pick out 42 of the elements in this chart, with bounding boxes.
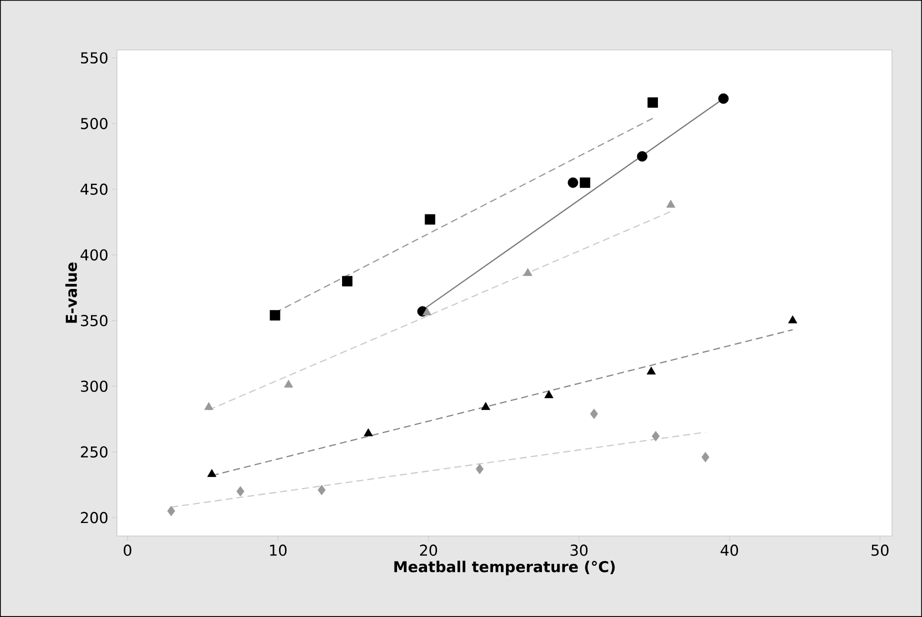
x-tick-label: 20: [420, 544, 438, 556]
y-tick-label: 250: [80, 446, 108, 458]
point: [481, 402, 490, 410]
point: [424, 214, 436, 225]
y-tick-label: 200: [80, 512, 108, 524]
point: [590, 408, 598, 420]
point: [701, 452, 710, 462]
y-tick-label: 500: [81, 118, 108, 130]
point: [636, 151, 648, 162]
x-tick-label: 0: [124, 544, 132, 556]
point: [284, 380, 294, 388]
point: [652, 430, 660, 442]
x-tick-label: 40: [720, 544, 738, 556]
point: [270, 310, 280, 321]
point: [167, 506, 176, 516]
point: [788, 315, 798, 324]
x-tick-label: 30: [570, 544, 588, 556]
point: [207, 469, 216, 477]
point: [523, 268, 532, 276]
y-tick-label: 400: [80, 249, 108, 261]
point: [666, 200, 676, 208]
y-tick-label: 300: [80, 380, 108, 392]
point: [476, 464, 484, 474]
y-tick-label: 550: [81, 52, 108, 64]
point: [580, 177, 590, 188]
x-tick-label: 10: [270, 544, 287, 556]
point: [544, 390, 554, 398]
point: [648, 97, 658, 108]
point: [718, 93, 729, 104]
point: [364, 428, 373, 436]
x-tick-label: 50: [872, 544, 889, 556]
x-axis-title: Meatball temperature (°C): [394, 560, 615, 576]
point: [646, 366, 656, 374]
point: [568, 177, 578, 188]
y-tick-label: 450: [80, 184, 108, 195]
point: [204, 402, 214, 410]
point: [422, 307, 432, 316]
point: [318, 484, 326, 496]
y-tick-label: 350: [80, 314, 108, 326]
point: [236, 486, 244, 497]
y-axis-title: E-value: [65, 262, 77, 323]
point: [342, 276, 352, 286]
